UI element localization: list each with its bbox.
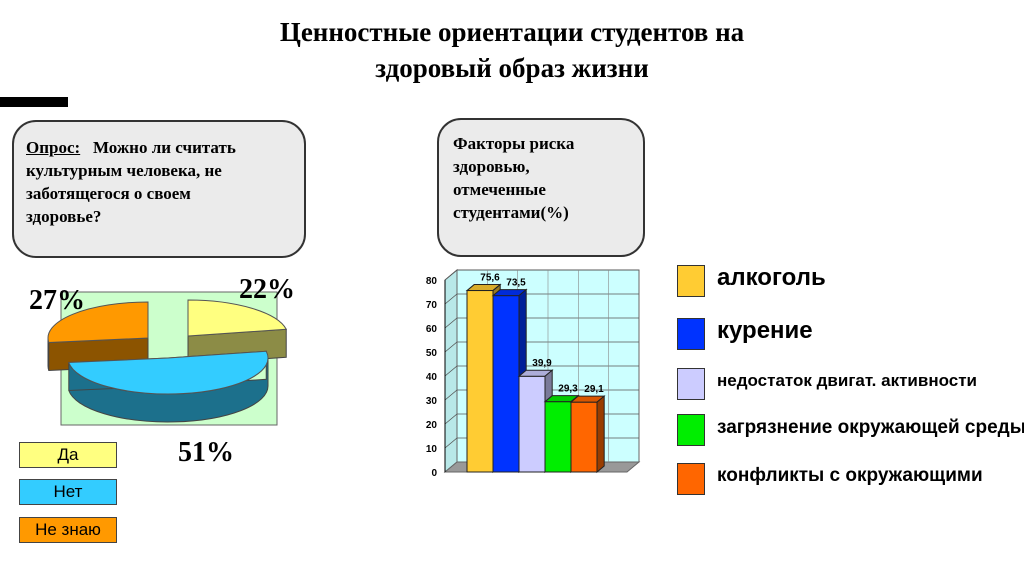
pie-chart: 22% 27% 51% [29,274,295,468]
bar-chart-y-ticks: 0 10 20 30 40 50 60 70 80 [426,276,438,479]
survey-callout: Опрос: Можно ли считать культурным челов… [12,120,306,258]
bar-front [518,375,546,473]
pie-slice-top [47,301,149,344]
pie-slice-yes [187,299,288,365]
survey-question-line-3: заботящегося о своем [26,184,191,203]
risk-caption-line-2: здоровью, [453,157,530,176]
pie-label-no: 51% [178,437,234,468]
pie-slices [47,299,288,423]
y-tick-label: 0 [431,468,437,479]
y-tick-label: 70 [426,300,438,311]
bar-legend-swatch-smoking [677,318,705,350]
pie-slice-top [187,299,288,337]
y-tick-label: 30 [426,396,438,407]
survey-label: Опрос: [26,138,81,157]
risk-factors-callout: Факторы риска здоровью, отмеченные студе… [437,118,645,257]
y-tick-label: 80 [426,276,438,287]
accent-bar [0,97,68,107]
page-title: Ценностные ориентации студентов на здоро… [120,14,904,86]
bar-chart: 0 10 20 30 40 50 60 70 80 75,6 73,5 39,9… [426,268,641,479]
title-line-1: Ценностные ориентации студентов на [279,17,745,47]
pie-legend-no: Нет [19,479,117,505]
bar-value-label: 29,3 [558,384,578,395]
risk-caption-line-1: Факторы риска [453,134,575,153]
survey-question-line-2: культурным человека, не [26,161,222,180]
bar-front [492,295,520,473]
risk-caption-line-4: студентами(%) [453,203,569,222]
bar-legend-smoking: курение [717,317,813,344]
pie-label-yes: 22% [239,274,295,305]
pie-legend-yes: Да [19,442,117,468]
bar-legend-pollution: загрязнение окружающей среды [717,417,1024,438]
bar-legend-swatch-low-activity [677,368,705,400]
bar-front [466,290,494,473]
bar-value-label: 73,5 [506,278,526,289]
title-line-2: здоровый образ жизни [375,53,649,83]
risk-caption-line-3: отмеченные [453,180,546,199]
bar-value-labels: 75,6 73,5 39,9 29,3 29,1 [480,273,604,396]
bar-value-label: 29,1 [584,384,604,395]
y-tick-label: 50 [426,348,438,359]
bar-front [570,401,598,473]
y-tick-label: 20 [426,420,438,431]
survey-question-line-4: здоровье? [26,207,102,226]
pie-slice-dont-know [47,301,149,372]
survey-question-line-1: Можно ли считать [92,138,236,157]
y-tick-label: 60 [426,324,438,335]
bar-legend-swatch-alcohol [677,265,705,297]
y-tick-label: 40 [426,372,438,383]
y-tick-label: 10 [426,444,438,455]
bar-front [544,401,572,473]
bar-legend-swatch-pollution [677,414,705,446]
bar-legend-low-activity: недостаток двигат. активности [717,371,977,390]
bar-conflicts [569,395,606,474]
bar-legend-swatch-conflicts [677,463,705,495]
pie-slice-top [68,350,269,395]
bar-side [596,395,605,474]
bar-legend-conflicts: конфликты с окружающими [717,465,983,486]
pie-label-dont-know: 27% [29,285,85,316]
pie-legend-dont-know: Не знаю [19,517,117,543]
bar-chart-bars [465,283,606,474]
bar-value-label: 75,6 [480,273,500,284]
bar-legend-alcohol: алкоголь [717,264,826,291]
bar-value-label: 39,9 [532,358,552,369]
pie-slice-no [68,350,269,423]
